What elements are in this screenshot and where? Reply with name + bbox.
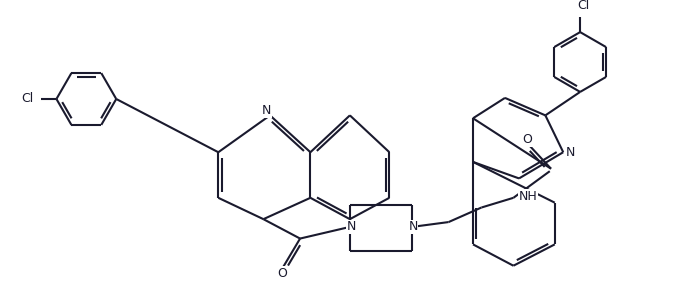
Text: Cl: Cl [22, 92, 34, 105]
Text: Cl: Cl [577, 0, 590, 12]
Text: N: N [566, 146, 576, 159]
Text: N: N [347, 221, 356, 234]
Text: N: N [409, 221, 418, 234]
Text: O: O [522, 133, 532, 146]
Text: N: N [262, 104, 271, 117]
Text: O: O [277, 267, 287, 280]
Text: NH: NH [519, 190, 537, 203]
